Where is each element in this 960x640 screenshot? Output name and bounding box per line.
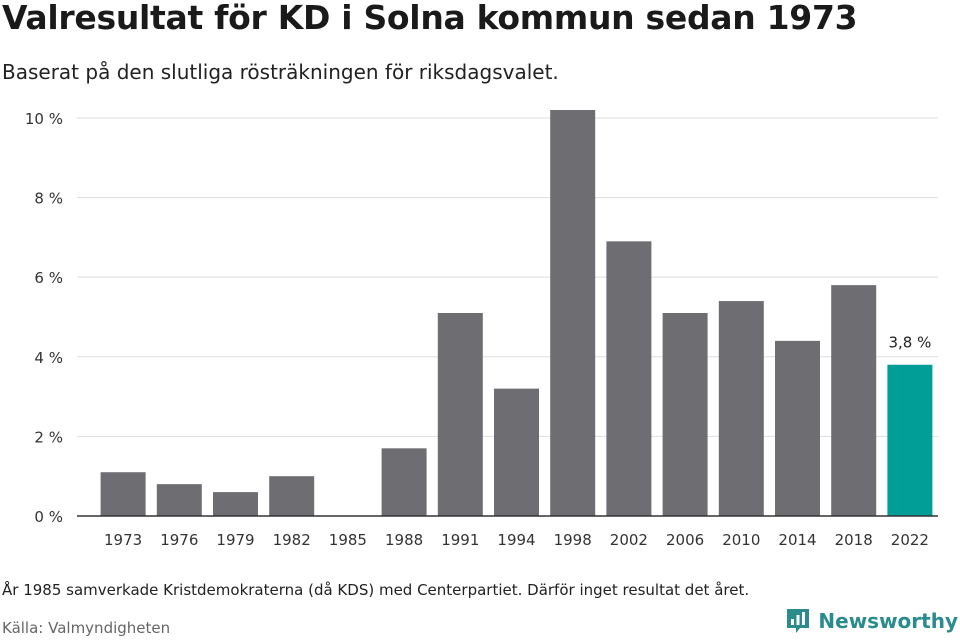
page-subtitle: Baserat på den slutliga rösträkningen fö… (2, 60, 559, 84)
bar (269, 476, 315, 516)
x-tick-label: 1985 (329, 531, 367, 549)
x-tick-label: 1976 (160, 531, 198, 549)
bar (775, 340, 820, 516)
x-tick-label: 2010 (722, 531, 760, 549)
x-tick-label: 2022 (891, 531, 929, 549)
bar (831, 285, 877, 516)
x-tick-label: 2018 (835, 531, 873, 549)
brand-name: Newsworthy (818, 609, 958, 633)
x-tick-label: 2006 (666, 531, 704, 549)
bar (437, 313, 483, 516)
bar (606, 241, 652, 516)
x-tick-label: 2002 (610, 531, 648, 549)
bar (494, 388, 539, 516)
bar (213, 492, 258, 516)
x-tick-label: 1982 (273, 531, 311, 549)
x-tick-label: 1979 (216, 531, 254, 549)
y-tick-label: 6 % (34, 269, 63, 287)
y-tick-label: 4 % (34, 349, 63, 367)
bar (550, 110, 596, 516)
data-label: 3,8 % (888, 334, 931, 352)
x-tick-label: 2014 (778, 531, 816, 549)
footnote: År 1985 samverkade Kristdemokraterna (då… (2, 581, 750, 599)
y-tick-label: 10 % (25, 110, 63, 128)
x-tick-label: 1973 (104, 531, 142, 549)
y-tick-label: 0 % (34, 508, 63, 526)
brand-logo[interactable]: Newsworthy (785, 607, 958, 635)
bar (381, 448, 427, 516)
x-tick-label: 1998 (554, 531, 592, 549)
bar (718, 301, 764, 516)
y-tick-label: 8 % (34, 190, 63, 208)
x-tick-label: 1991 (441, 531, 479, 549)
y-tick-label: 2 % (34, 428, 63, 446)
bar (100, 472, 146, 516)
page-title: Valresultat för KD i Solna kommun sedan … (2, 0, 858, 37)
x-tick-label: 1988 (385, 531, 423, 549)
bar (887, 364, 933, 516)
bar (662, 313, 708, 516)
bar (156, 484, 202, 516)
x-tick-label: 1994 (497, 531, 535, 549)
source-label: Källa: Valmyndigheten (2, 619, 171, 637)
newsworthy-logo-icon (787, 609, 810, 633)
